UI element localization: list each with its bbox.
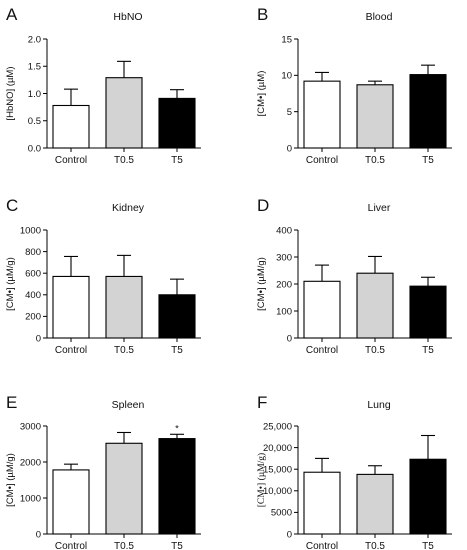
y-tick-label: 10,000: [263, 486, 292, 497]
panel-a: A HbNO [HbNO] (µM) 0.0 0.5 1.0 1.5 2.0 Control T0…: [5, 5, 201, 166]
bar-t0-5: [356, 84, 394, 149]
x-tick-label: T5: [422, 345, 434, 356]
bar-t0-5: [105, 442, 143, 535]
x-tick-label: T5: [422, 155, 434, 166]
bar-control: [303, 471, 341, 535]
y-tick-label: 1000: [20, 225, 41, 236]
y-tick-label: 0: [287, 143, 292, 154]
panel-letter: C: [6, 196, 18, 215]
y-tick-label: 400: [25, 290, 41, 301]
y-tick-label: 2.0: [28, 34, 41, 45]
y-tick-label: 0.0: [28, 143, 41, 154]
x-tick-label: Control: [306, 345, 338, 356]
chart-title: Blood: [366, 11, 393, 23]
y-tick-label: 1.5: [28, 62, 41, 73]
bar-t5: [158, 438, 196, 535]
y-tick-label: 0.5: [28, 116, 41, 127]
y-axis-label: [CM•] (µM/g): [5, 453, 16, 507]
bar-t0-5: [356, 272, 394, 339]
y-axis-label: [HbNO] (µM): [5, 66, 16, 120]
panel-letter: E: [6, 393, 17, 412]
y-tick-label: 5000: [271, 508, 292, 519]
x-tick-label: T5: [171, 345, 183, 356]
panel-d: D Liver [CM•] (µM/g) 0 100 200 300 400 Control T0…: [256, 196, 452, 356]
bar-control: [52, 275, 90, 339]
y-tick-label: 1.0: [28, 89, 41, 100]
y-tick-label: 800: [25, 247, 41, 258]
chart-title: Kidney: [112, 202, 145, 214]
bar-control: [52, 469, 90, 535]
x-tick-label: Control: [55, 541, 87, 550]
y-tick-label: 400: [276, 225, 292, 236]
y-tick-label: 15: [281, 34, 292, 45]
x-tick-label: T5: [422, 541, 434, 550]
x-tick-label: T5: [171, 541, 183, 550]
x-tick-label: T0.5: [365, 345, 385, 356]
y-tick-label: 100: [276, 306, 292, 317]
y-tick-label: 15,000: [263, 465, 292, 476]
bar-control: [303, 280, 341, 339]
bar-t5: [158, 294, 196, 339]
panel-b: B Blood [CM•] (µM) 0 5 10 15 Control T0.5 T5: [256, 5, 452, 166]
panel-e: E Spleen [CM•] (µM/g) 0 1000 2000 3000 Control T…: [5, 393, 201, 550]
y-tick-label: 600: [25, 269, 41, 280]
chart-title: HbNO: [113, 11, 142, 23]
x-tick-label: T0.5: [114, 345, 134, 356]
y-tick-label: 20,000: [263, 443, 292, 454]
bar-t5: [409, 458, 447, 535]
panel-letter: D: [257, 196, 269, 215]
chart-title: Liver: [368, 202, 391, 214]
y-tick-label: 0: [287, 333, 292, 344]
y-tick-label: 0: [36, 333, 41, 344]
y-tick-label: 2000: [20, 457, 41, 468]
y-tick-label: 200: [276, 279, 292, 290]
bar-t0-5: [105, 275, 143, 339]
significance-marker: *: [175, 423, 179, 434]
y-axis-label: [CM•] (µM/g): [256, 257, 267, 311]
y-axis-label: [CM•] (µM/g): [5, 257, 16, 311]
chart-title: Lung: [367, 399, 391, 411]
x-tick-label: T0.5: [365, 541, 385, 550]
y-tick-label: 10: [281, 71, 292, 82]
y-axis-label: [CM•] (µM/g): [256, 453, 267, 507]
x-tick-label: T0.5: [114, 155, 134, 166]
x-tick-label: T5: [171, 155, 183, 166]
y-tick-label: 5: [287, 107, 292, 118]
panel-letter: B: [257, 5, 268, 24]
y-tick-label: 1000: [20, 493, 41, 504]
bar-control: [303, 80, 341, 149]
y-axis-label: [CM•] (µM): [256, 71, 267, 117]
bar-t0-5: [356, 473, 394, 535]
bar-t0-5: [105, 77, 143, 149]
panel-letter: A: [6, 5, 18, 24]
x-tick-label: T0.5: [114, 541, 134, 550]
bar-control: [52, 104, 90, 149]
panel-f: F Lung [CM•] (µM/g) 0 5000 10,000 15,000 20,000…: [256, 393, 452, 550]
bar-t5: [409, 74, 447, 149]
y-tick-label: 300: [276, 252, 292, 263]
x-tick-label: Control: [306, 541, 338, 550]
bar-t5: [409, 285, 447, 339]
panel-c: C Kidney [CM•] (µM/g) 0 200 400 600 800 1000 Cont…: [5, 196, 201, 356]
chart-title: Spleen: [112, 399, 145, 411]
x-tick-label: Control: [306, 155, 338, 166]
y-tick-label: 200: [25, 312, 41, 323]
bar-t5: [158, 97, 196, 149]
x-tick-label: Control: [55, 345, 87, 356]
y-tick-label: 0: [287, 529, 292, 540]
y-tick-label: 3000: [20, 421, 41, 432]
panel-letter: F: [257, 393, 267, 412]
y-tick-label: 25,000: [263, 421, 292, 432]
y-tick-label: 0: [36, 529, 41, 540]
x-tick-label: Control: [55, 155, 87, 166]
x-tick-label: T0.5: [365, 155, 385, 166]
